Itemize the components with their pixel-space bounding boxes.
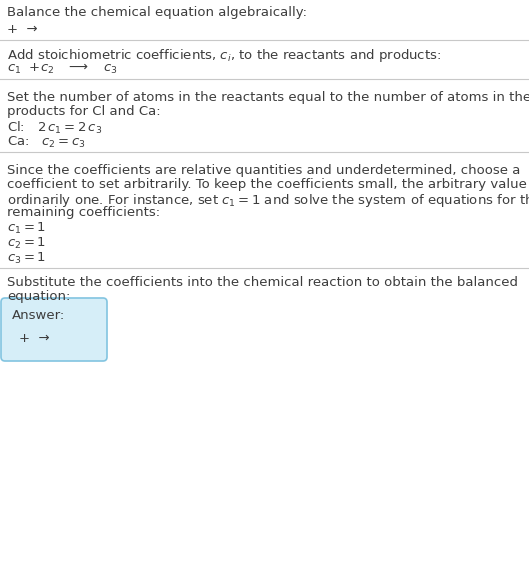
Text: Substitute the coefficients into the chemical reaction to obtain the balanced: Substitute the coefficients into the che… (7, 276, 518, 289)
Text: Ca:   $c_2 = c_3$: Ca: $c_2 = c_3$ (7, 135, 86, 150)
FancyBboxPatch shape (1, 298, 107, 361)
Text: equation:: equation: (7, 290, 70, 303)
Text: Cl:   $2\,c_1 = 2\,c_3$: Cl: $2\,c_1 = 2\,c_3$ (7, 120, 103, 136)
Text: coefficient to set arbitrarily. To keep the coefficients small, the arbitrary va: coefficient to set arbitrarily. To keep … (7, 178, 529, 191)
Text: products for Cl and Ca:: products for Cl and Ca: (7, 105, 161, 118)
Text: ordinarily one. For instance, set $c_1 = 1$ and solve the system of equations fo: ordinarily one. For instance, set $c_1 =… (7, 192, 529, 209)
Text: remaining coefficients:: remaining coefficients: (7, 206, 160, 219)
Text: Add stoichiometric coefficients, $c_i$, to the reactants and products:: Add stoichiometric coefficients, $c_i$, … (7, 47, 441, 64)
Text: Answer:: Answer: (12, 309, 65, 322)
Text: Since the coefficients are relative quantities and underdetermined, choose a: Since the coefficients are relative quan… (7, 164, 521, 177)
Text: $c_3 = 1$: $c_3 = 1$ (7, 251, 46, 266)
Text: $c_1 = 1$: $c_1 = 1$ (7, 221, 46, 236)
Text: +  →: + → (19, 332, 50, 345)
Text: $c_1$  +$c_2$   $\longrightarrow$   $c_3$: $c_1$ +$c_2$ $\longrightarrow$ $c_3$ (7, 62, 117, 76)
Text: +  →: + → (7, 23, 38, 36)
Text: Set the number of atoms in the reactants equal to the number of atoms in the: Set the number of atoms in the reactants… (7, 91, 529, 104)
Text: Balance the chemical equation algebraically:: Balance the chemical equation algebraica… (7, 6, 307, 19)
Text: $c_2 = 1$: $c_2 = 1$ (7, 236, 46, 251)
